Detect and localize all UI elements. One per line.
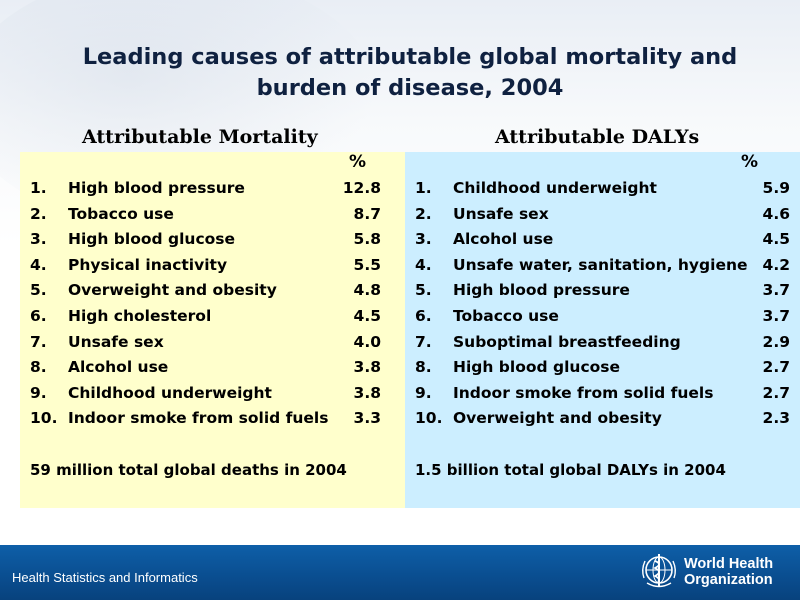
rank-number: 1. [30, 179, 47, 197]
dalys-row: 9. Indoor smoke from solid fuels 2.7 [415, 384, 790, 404]
rank-number: 10. [30, 409, 58, 428]
risk-factor-label: High cholesterol [68, 307, 212, 325]
percent-value: 4.5 [762, 230, 790, 249]
percent-value: 2.7 [762, 383, 790, 402]
mortality-row: 7. Unsafe sex 4.0 [30, 333, 381, 353]
who-wordmark-line-1: World Health [684, 556, 774, 572]
percent-value: 4.8 [353, 281, 381, 300]
percent-value: 3.3 [353, 409, 381, 428]
dalys-row: 4. Unsafe water, sanitation, hygiene 4.2 [415, 256, 790, 276]
rank-number: 2. [30, 204, 47, 223]
rank-number: 9. [415, 383, 432, 402]
dalys-row: 6. Tobacco use 3.7 [415, 307, 790, 327]
risk-factor-label: Overweight and obesity [453, 409, 662, 428]
percent-value: 4.0 [353, 332, 381, 351]
title-line-1: Leading causes of attributable global mo… [82, 44, 738, 70]
rank-number: 5. [415, 281, 432, 300]
who-emblem-icon [642, 554, 676, 588]
mortality-row: 10. Indoor smoke from solid fuels 3.3 [30, 409, 381, 429]
who-wordmark-line-2: Organization [684, 572, 773, 588]
rank-number: 7. [415, 332, 432, 351]
rank-number: 7. [30, 332, 47, 351]
risk-factor-label: Indoor smoke from solid fuels [453, 383, 714, 402]
rank-number: 3. [30, 230, 47, 249]
footer-department: Health Statistics and Informatics [12, 570, 198, 585]
rank-number: 3. [415, 230, 432, 249]
percent-value: 3.7 [762, 281, 790, 300]
risk-factor-label: High blood pressure [453, 281, 630, 300]
rank-number: 1. [415, 179, 432, 197]
dalys-row: 8. High blood glucose 2.7 [415, 358, 790, 378]
rank-number: 9. [30, 383, 47, 402]
dalys-row: 3. Alcohol use 4.5 [415, 230, 790, 250]
mortality-row: 4. Physical inactivity 5.5 [30, 256, 381, 276]
dalys-percent-label: % [741, 152, 759, 172]
risk-factor-label: Tobacco use [453, 307, 559, 325]
mortality-row: 9. Childhood underweight 3.8 [30, 384, 381, 404]
title-line-2: burden of disease, 2004 [256, 75, 564, 101]
mortality-row: 3. High blood glucose 5.8 [30, 230, 381, 250]
risk-factor-label: Overweight and obesity [68, 281, 277, 300]
mortality-panel [20, 152, 405, 508]
risk-factor-label: Alcohol use [453, 230, 554, 249]
dalys-row: 1. Childhood underweight 5.9 [415, 179, 790, 199]
mortality-row: 8. Alcohol use 3.8 [30, 358, 381, 378]
risk-factor-label: Unsafe sex [453, 204, 549, 223]
risk-factor-label: Childhood underweight [453, 179, 657, 197]
risk-factor-label: Physical inactivity [68, 255, 228, 274]
mortality-row: 5. Overweight and obesity 4.8 [30, 281, 381, 301]
mortality-row: 6. High cholesterol 4.5 [30, 307, 381, 327]
risk-factor-label: Unsafe sex [68, 332, 164, 351]
rank-number: 2. [415, 204, 432, 223]
dalys-row: 2. Unsafe sex 4.6 [415, 205, 790, 225]
risk-factor-label: Childhood underweight [68, 383, 272, 402]
rank-number: 6. [30, 307, 47, 325]
rank-number: 10. [415, 409, 443, 428]
percent-value: 4.6 [762, 204, 790, 223]
dalys-row: 10. Overweight and obesity 2.3 [415, 409, 790, 429]
rank-number: 4. [415, 255, 432, 274]
risk-factor-label: Alcohol use [68, 358, 169, 377]
dalys-panel [405, 152, 800, 508]
risk-factor-label: Indoor smoke from solid fuels [68, 409, 329, 428]
mortality-row: 1. High blood pressure 12.8 [30, 179, 381, 199]
dalys-row: 7. Suboptimal breastfeeding 2.9 [415, 333, 790, 353]
rank-number: 8. [30, 358, 47, 377]
percent-value: 3.7 [762, 307, 790, 325]
rank-number: 6. [415, 307, 432, 325]
risk-factor-label: Tobacco use [68, 204, 174, 223]
percent-value: 3.8 [353, 383, 381, 402]
mortality-total: 59 million total global deaths in 2004 [30, 461, 347, 479]
rank-number: 8. [415, 358, 432, 377]
percent-value: 5.5 [353, 255, 381, 274]
risk-factor-label: Suboptimal breastfeeding [453, 332, 681, 351]
percent-value: 5.9 [762, 179, 790, 197]
footer-bar: Health Statistics and Informatics [0, 545, 800, 600]
percent-value: 2.7 [762, 358, 790, 377]
risk-factor-label: Unsafe water, sanitation, hygiene [453, 255, 748, 274]
dalys-row: 5. High blood pressure 3.7 [415, 281, 790, 301]
percent-value: 4.2 [762, 255, 790, 274]
risk-factor-label: High blood pressure [68, 179, 245, 197]
percent-value: 12.8 [342, 179, 381, 197]
risk-factor-label: High blood glucose [453, 358, 621, 377]
percent-value: 8.7 [353, 204, 381, 223]
percent-value: 2.3 [762, 409, 790, 428]
percent-value: 3.8 [353, 358, 381, 377]
percent-value: 4.5 [353, 307, 381, 325]
risk-factor-label: High blood glucose [68, 230, 236, 249]
dalys-heading: Attributable DALYs [495, 126, 700, 148]
mortality-percent-label: % [349, 152, 367, 172]
who-wordmark: World Health Organization [684, 556, 773, 588]
slide-title: Leading causes of attributable global mo… [40, 42, 780, 104]
dalys-total: 1.5 billion total global DALYs in 2004 [415, 461, 726, 479]
rank-number: 5. [30, 281, 47, 300]
rank-number: 4. [30, 255, 47, 274]
mortality-row: 2. Tobacco use 8.7 [30, 205, 381, 225]
percent-value: 2.9 [762, 332, 790, 351]
mortality-heading: Attributable Mortality [82, 126, 318, 148]
percent-value: 5.8 [353, 230, 381, 249]
